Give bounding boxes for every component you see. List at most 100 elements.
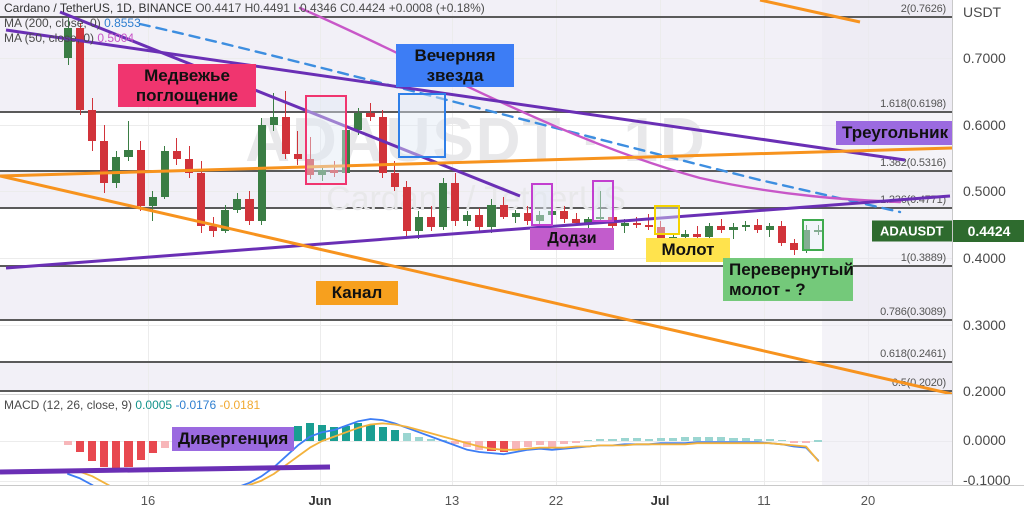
annotation-channel[interactable]: Канал	[316, 281, 398, 305]
macd-histogram-bar	[705, 436, 714, 441]
candle-body[interactable]	[717, 226, 726, 230]
annotation-evening-star[interactable]: Вечерняя звезда	[396, 44, 514, 88]
price-axis[interactable]: USDT 0.7000 0.6000 0.5000 0.4000 0.3000 0.200…	[952, 0, 1024, 488]
macd-plot-area[interactable]: Дивергенция MACD (12, 26, close, 9) 0.00…	[0, 395, 952, 486]
fib-level-label: 1.382(0.5316)	[880, 157, 946, 170]
candle-body[interactable]	[693, 234, 702, 237]
annotation-triangle[interactable]: Треугольник	[836, 121, 952, 145]
bearish-engulfing-box[interactable]	[305, 95, 347, 185]
macd-legend: MACD (12, 26, close, 9) 0.0005 -0.0176 -…	[4, 398, 260, 413]
candle-body[interactable]	[112, 156, 121, 184]
candle-body[interactable]	[76, 28, 85, 110]
candle-body[interactable]	[269, 116, 278, 125]
candle-body[interactable]	[439, 183, 448, 228]
fib-line	[0, 111, 952, 114]
candle-body[interactable]	[281, 116, 290, 154]
candle-body[interactable]	[148, 196, 157, 206]
candle-body[interactable]	[560, 211, 569, 220]
candle-body[interactable]	[499, 204, 508, 217]
candle-body[interactable]	[233, 199, 242, 210]
hammer-box[interactable]	[654, 205, 680, 235]
time-axis[interactable]: 16 Jun 13 22 Jul 11 20	[0, 485, 1024, 517]
doji-box-1[interactable]	[531, 183, 553, 226]
fib-band-top	[0, 0, 952, 17]
macd-histogram-bar	[789, 441, 799, 444]
candle-body[interactable]	[209, 226, 218, 232]
candle-body[interactable]	[729, 227, 738, 230]
price-pane[interactable]: 2(0.7626) 1.618(0.6198) 1.382(0.5316) 1.236…	[0, 0, 1024, 394]
candle-body[interactable]	[681, 234, 690, 237]
candle-body[interactable]	[245, 199, 254, 222]
candle-body[interactable]	[366, 112, 375, 117]
candle-body[interactable]	[402, 187, 411, 232]
candle-body[interactable]	[354, 112, 363, 130]
macd-histogram-bar	[487, 441, 496, 451]
candle-body[interactable]	[572, 219, 581, 224]
candle-body[interactable]	[197, 172, 206, 226]
candle-body[interactable]	[451, 183, 460, 221]
macd-histogram-bar	[560, 441, 569, 445]
fib-level-label: 0.786(0.3089)	[880, 305, 946, 318]
time-axis-tick: 22	[548, 493, 564, 508]
candle-body[interactable]	[390, 172, 399, 188]
candle-body[interactable]	[705, 226, 714, 237]
macd-histogram-bar	[632, 437, 641, 441]
macd-histogram-bar	[366, 424, 375, 441]
fib-level-label: 2(0.7626)	[900, 3, 946, 16]
annotation-bearish-engulfing[interactable]: Медвежье поглощение	[118, 64, 256, 108]
candle-body[interactable]	[136, 150, 145, 206]
candle-body[interactable]	[100, 141, 109, 184]
macd-histogram-bar	[76, 441, 85, 452]
price-axis-tick: 0.6000	[963, 116, 1006, 133]
time-axis-tick: 20	[860, 493, 876, 508]
candle-body[interactable]	[463, 214, 472, 221]
macd-histogram-bar	[124, 441, 133, 468]
candle-body[interactable]	[475, 214, 484, 228]
annotation-hammer[interactable]: Молот	[646, 238, 730, 262]
symbol-badge: ADAUSDT	[872, 220, 952, 242]
annotation-divergence[interactable]: Дивергенция	[172, 427, 295, 451]
time-gridline	[320, 0, 321, 394]
time-axis-tick: Jul	[650, 493, 670, 508]
price-axis-tick: 0.3000	[963, 316, 1006, 333]
time-gridline	[660, 0, 661, 394]
candle-body[interactable]	[378, 116, 387, 173]
candle-body[interactable]	[160, 151, 169, 197]
last-price-badge: 0.4424	[953, 220, 1024, 242]
candle-body[interactable]	[620, 223, 629, 226]
candle-body[interactable]	[753, 224, 762, 230]
candle-body[interactable]	[777, 226, 786, 244]
candle-body[interactable]	[221, 210, 230, 232]
fib-line	[0, 390, 952, 392]
fib-level-label: 0.618(0.2461)	[880, 347, 946, 360]
candle-body[interactable]	[741, 224, 750, 228]
candle-body[interactable]	[644, 224, 653, 228]
candle-body[interactable]	[414, 216, 423, 232]
candle-body[interactable]	[426, 216, 436, 228]
macd-histogram-bar	[451, 441, 460, 445]
candle-body[interactable]	[632, 223, 641, 226]
candle-body[interactable]	[184, 159, 194, 173]
candle-body[interactable]	[124, 150, 133, 157]
annotation-inverted-hammer[interactable]: Перевернутый молот - ?	[723, 258, 854, 302]
candle-body[interactable]	[487, 204, 496, 228]
macd-pane[interactable]: Дивергенция MACD (12, 26, close, 9) 0.00…	[0, 394, 1024, 486]
candle-body[interactable]	[172, 151, 181, 160]
evening-star-box[interactable]	[398, 93, 446, 158]
price-plot-area[interactable]: 2(0.7626) 1.618(0.6198) 1.382(0.5316) 1.236…	[0, 0, 952, 394]
inverted-hammer-box[interactable]	[802, 219, 824, 251]
macd-histogram-bar	[608, 438, 617, 441]
candle-body[interactable]	[511, 212, 520, 217]
time-axis-tick: 11	[757, 493, 771, 508]
macd-histogram-bar	[463, 441, 472, 447]
candle-body[interactable]	[765, 226, 774, 230]
candle-body[interactable]	[257, 124, 266, 222]
candle-body[interactable]	[789, 243, 799, 250]
candle-body[interactable]	[293, 154, 302, 160]
candle-wick	[624, 219, 626, 233]
annotation-doji[interactable]: Додзи	[530, 228, 614, 251]
doji-box-2[interactable]	[592, 180, 614, 222]
candle-body[interactable]	[63, 28, 73, 58]
candle-body[interactable]	[88, 110, 97, 142]
